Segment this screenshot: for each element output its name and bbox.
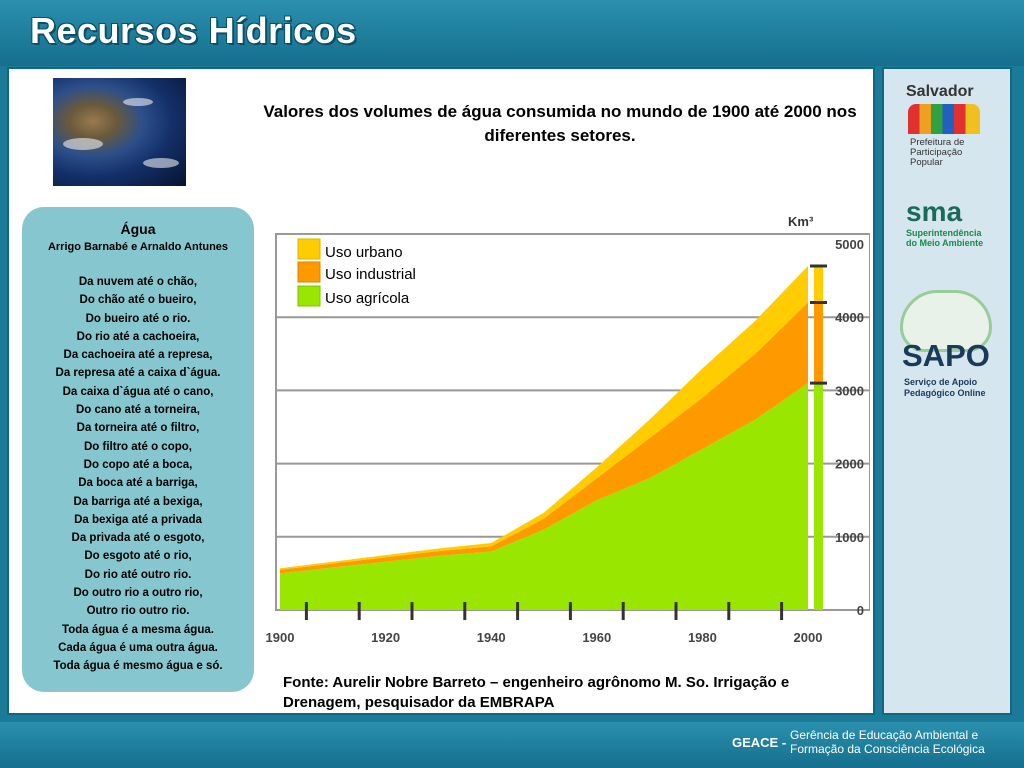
poem-line: Da barriga até a bexiga,: [73, 495, 203, 508]
chart-legend: Uso urbano Uso industrial Uso agrícola: [297, 238, 416, 307]
poem-line: Toda água é a mesma água.: [62, 623, 214, 636]
page-title: Recursos Hídricos: [30, 10, 357, 51]
x-tick-label: 1940: [477, 630, 506, 645]
poem-line: Do chão até o bueiro,: [79, 294, 197, 307]
y-axis-unit-label: Km³: [788, 214, 814, 229]
poem-line: Do rio até a cachoeira,: [76, 330, 200, 343]
poem-line: Do cano até a torneira,: [76, 404, 200, 417]
geace-description: Gerência de Educação Ambiental e Formaçã…: [790, 728, 985, 756]
poem-line: Do esgoto até o rio,: [84, 550, 192, 563]
header-bar: Recursos Hídricos: [0, 0, 1024, 66]
poem-line: Do outro rio a outro rio,: [73, 587, 203, 600]
poem-line: Da nuvem até o chão,: [78, 276, 198, 288]
poem-line: Da cachoeira até a represa,: [63, 349, 213, 362]
y-tick-label: 1000: [835, 530, 864, 545]
poem-line: Do bueiro até o rio.: [85, 312, 191, 325]
poem-title: Água: [120, 221, 156, 237]
legend-label-industrial: Uso industrial: [325, 266, 416, 283]
y-tick-label: 2000: [835, 457, 864, 472]
poem-line: Do filtro até o copo,: [84, 440, 192, 453]
poem-line: Da privada até o esgoto,: [71, 532, 205, 545]
legend-swatch-agricola: [297, 285, 321, 307]
poem-author: Arrigo Barnabé e Arnaldo Antunes: [47, 241, 229, 253]
poem-line: Da torneira até o filtro,: [76, 422, 200, 435]
legend-label-agricola: Uso agrícola: [325, 290, 410, 307]
area-agricola: [280, 383, 808, 610]
y-tick-label: 0: [857, 603, 864, 618]
chart-title: Valores dos volumes de água consumida no…: [263, 102, 857, 145]
bar-2000-industrial: [814, 302, 823, 384]
geace-description-line: Formação da Consciência Ecológica: [790, 742, 985, 756]
footer-bar: GEACE - Gerência de Educação Ambiental e…: [0, 722, 1024, 768]
sidebar-logos: [882, 67, 1012, 715]
sapo-logo-desc: Serviço de Apoio Pedagógico Online: [904, 377, 986, 398]
poem-line: Cada água é uma outra água.: [58, 641, 218, 654]
sma-logo-desc: Superintendência do Meio Ambiente: [906, 228, 984, 248]
poem-line: Toda água é mesmo água e só.: [53, 660, 223, 673]
legend-label-urbano: Uso urbano: [325, 244, 403, 261]
prefeitura-logo-text: Prefeitura de Participação Popular: [910, 137, 965, 168]
bar-2000-agricola: [814, 383, 823, 610]
legend-swatch-industrial: [297, 261, 321, 283]
y-tick-label: 3000: [835, 383, 864, 398]
x-tick-label: 1980: [688, 630, 717, 645]
poem-lines: Da nuvem até o chão, Do chão até o bueir…: [22, 273, 254, 676]
poem-line: Do rio até outro rio.: [84, 568, 192, 581]
sma-logo-text: sma: [906, 196, 963, 227]
legend-swatch-urbano: [297, 238, 321, 260]
people-icon: [908, 104, 980, 134]
poem-line: Da represa até a caixa d`água.: [55, 367, 221, 380]
poem-line: Outro rio outro rio.: [86, 605, 190, 618]
area-industrial: [280, 302, 808, 574]
x-tick-label: 1920: [371, 630, 400, 645]
poem-box: Água Arrigo Barnabé e Arnaldo Antunes Da…: [22, 207, 254, 692]
bar-2000-urbano: [814, 265, 823, 303]
salvador-logo-text: Salvador: [906, 83, 974, 100]
earth-photo: [53, 78, 186, 186]
poem-line: Da bexiga até a privada: [74, 513, 202, 526]
poem-line: Da boca até a barriga,: [78, 477, 198, 490]
poem-line: Do copo até a boca,: [83, 458, 193, 471]
poem-line: Da caixa d`água até o cano,: [62, 385, 214, 398]
geace-description-line: Gerência de Educação Ambiental e: [790, 728, 979, 742]
y-tick-label: 5000: [835, 237, 864, 252]
x-tick-label: 1960: [582, 630, 611, 645]
water-consumption-chart: 1900 1920 1940 1960 1980 2000 0 1000 2000 3000 40…: [266, 214, 870, 645]
sapo-logo-text: SAPO: [902, 338, 990, 373]
frog-icon: [900, 290, 992, 352]
x-tick-label: 1900: [266, 630, 295, 645]
y-tick-label: 4000: [835, 310, 864, 325]
source-citation: Fonte: Aurelir Nobre Barreto – engenheir…: [283, 674, 790, 711]
geace-label: GEACE -: [732, 735, 787, 750]
x-tick-label: 2000: [794, 630, 823, 645]
